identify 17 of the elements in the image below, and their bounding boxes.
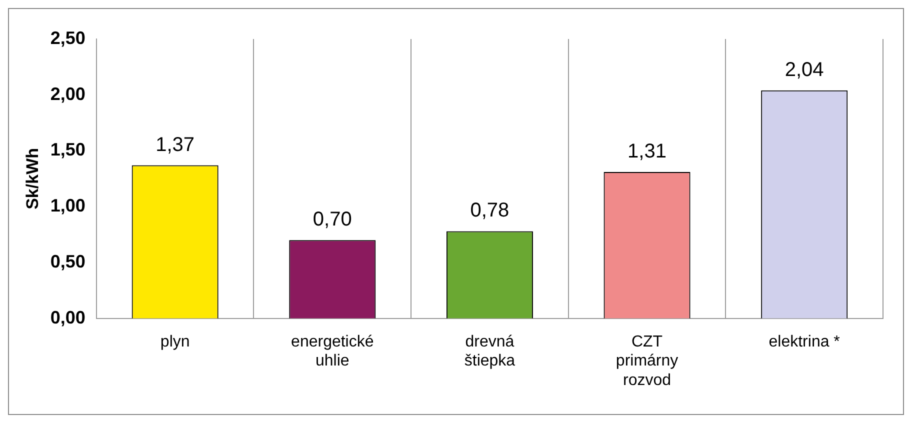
data-label: 1,37 [156, 134, 195, 156]
data-label: 0,78 [470, 200, 510, 222]
x-tick-label: drevná štiepka [464, 333, 516, 370]
data-label: 1,31 [628, 140, 666, 163]
y-tick-label: 2,00 [50, 84, 86, 104]
x-tick-label: energetické uhlie [291, 333, 374, 370]
y-tick-label: 0,00 [50, 307, 86, 328]
data-label: 0,70 [312, 208, 352, 231]
x-tick-label: CZT primárny rozvod [616, 333, 678, 389]
y-tick-label: 2,50 [50, 28, 86, 48]
y-tick-label: 1,00 [50, 196, 86, 216]
data-label: 2,04 [784, 58, 824, 81]
x-tick-label: plyn [160, 333, 190, 350]
y-tick-label: 0,50 [50, 251, 86, 272]
y-axis-title: Sk/kWh [22, 148, 42, 210]
y-tick-label: 1,50 [50, 140, 86, 160]
x-tick-label: elektrina * [768, 333, 840, 350]
